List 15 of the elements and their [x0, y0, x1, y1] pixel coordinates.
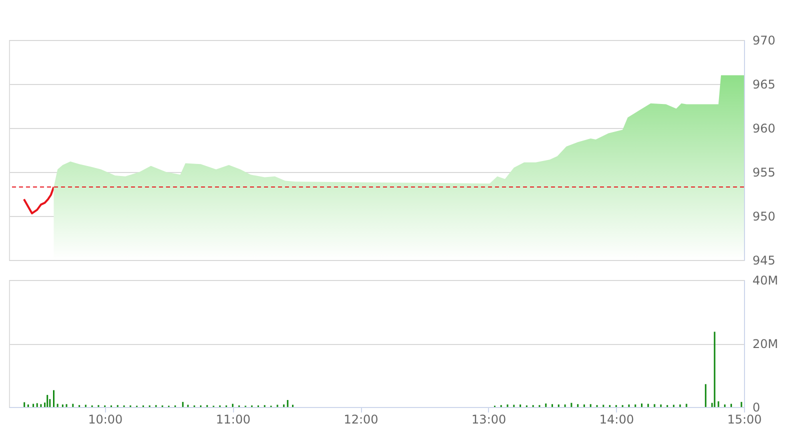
- y-tick-label: 960: [752, 122, 776, 136]
- x-tick-label: 13:00: [472, 412, 506, 426]
- x-tick-label: 10:00: [88, 412, 123, 426]
- x-tick-label: 11:00: [216, 412, 250, 426]
- y-tick-label: 40M: [752, 274, 778, 288]
- y-tick-label: 955: [752, 166, 776, 180]
- y-tick-label: 965: [752, 78, 776, 92]
- y-tick-label: 970: [752, 34, 776, 48]
- y-tick-label: 0: [752, 400, 760, 414]
- y-tick-label: 20M: [752, 337, 778, 351]
- x-tick-label: 12:00: [344, 412, 378, 426]
- y-tick-label: 945: [752, 254, 776, 268]
- x-tick-label: 14:00: [599, 412, 634, 426]
- x-tick-label: 15:00: [727, 412, 762, 426]
- y-tick-label: 950: [752, 210, 776, 224]
